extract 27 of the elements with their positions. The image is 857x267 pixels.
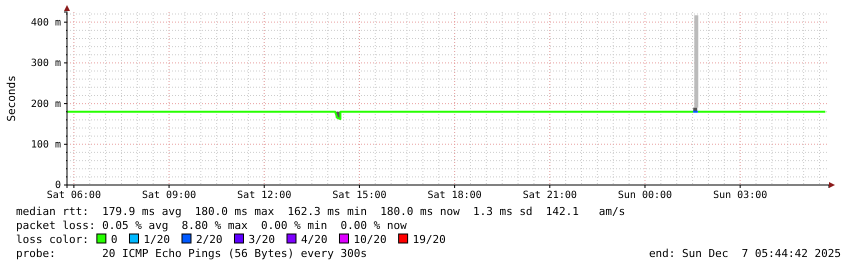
bar [694,15,698,108]
x-tick-label: Sat 12:00 [237,190,292,202]
y-tick-label: 100 m [30,139,61,150]
x-tick-label: Sun 00:00 [618,190,672,202]
x-tick-label: Sat 09:00 [142,190,196,202]
y-tick-label: 300 m [30,58,61,70]
x-tick-label: Sat 06:00 [46,190,101,202]
x-tick-label: Sat 15:00 [332,190,387,202]
legend-label: 2/20 [196,233,222,246]
y-tick-label: 400 m [30,17,61,28]
text: probe: 20 ICMP Echo Pings (56 Bytes) every 300s [16,247,367,260]
text: packet loss: 0.05 % avg 8.80 % max 0.00 % min 0.00 % now [16,219,408,232]
text: median rtt: 179.9 ms avg 180.0 ms max 162.3 ms min 180.0 ms now 1.3 ms sd 142.1 am/s [16,205,626,218]
x-tick-label: Sat 18:00 [428,190,482,202]
y-tick-label: 200 m [30,98,61,110]
legend-title: loss color: [16,233,89,246]
legend-label: 3/20 [248,233,275,246]
legend-label: 1/20 [143,233,170,246]
x-tick-label: Sun 03:00 [713,190,768,202]
y-axis-title: Seconds [5,75,18,122]
legend-label: 19/20 [412,233,446,246]
legend-label: 4/20 [300,233,328,246]
y-tick-label: 0 [54,180,61,192]
text: end: Sun Dec 7 05:44:42 2025 [648,247,841,260]
legend-label: 10/20 [353,233,387,246]
x-tick-label: Sat 21:00 [522,190,577,202]
legend-label: 0 [110,233,118,246]
